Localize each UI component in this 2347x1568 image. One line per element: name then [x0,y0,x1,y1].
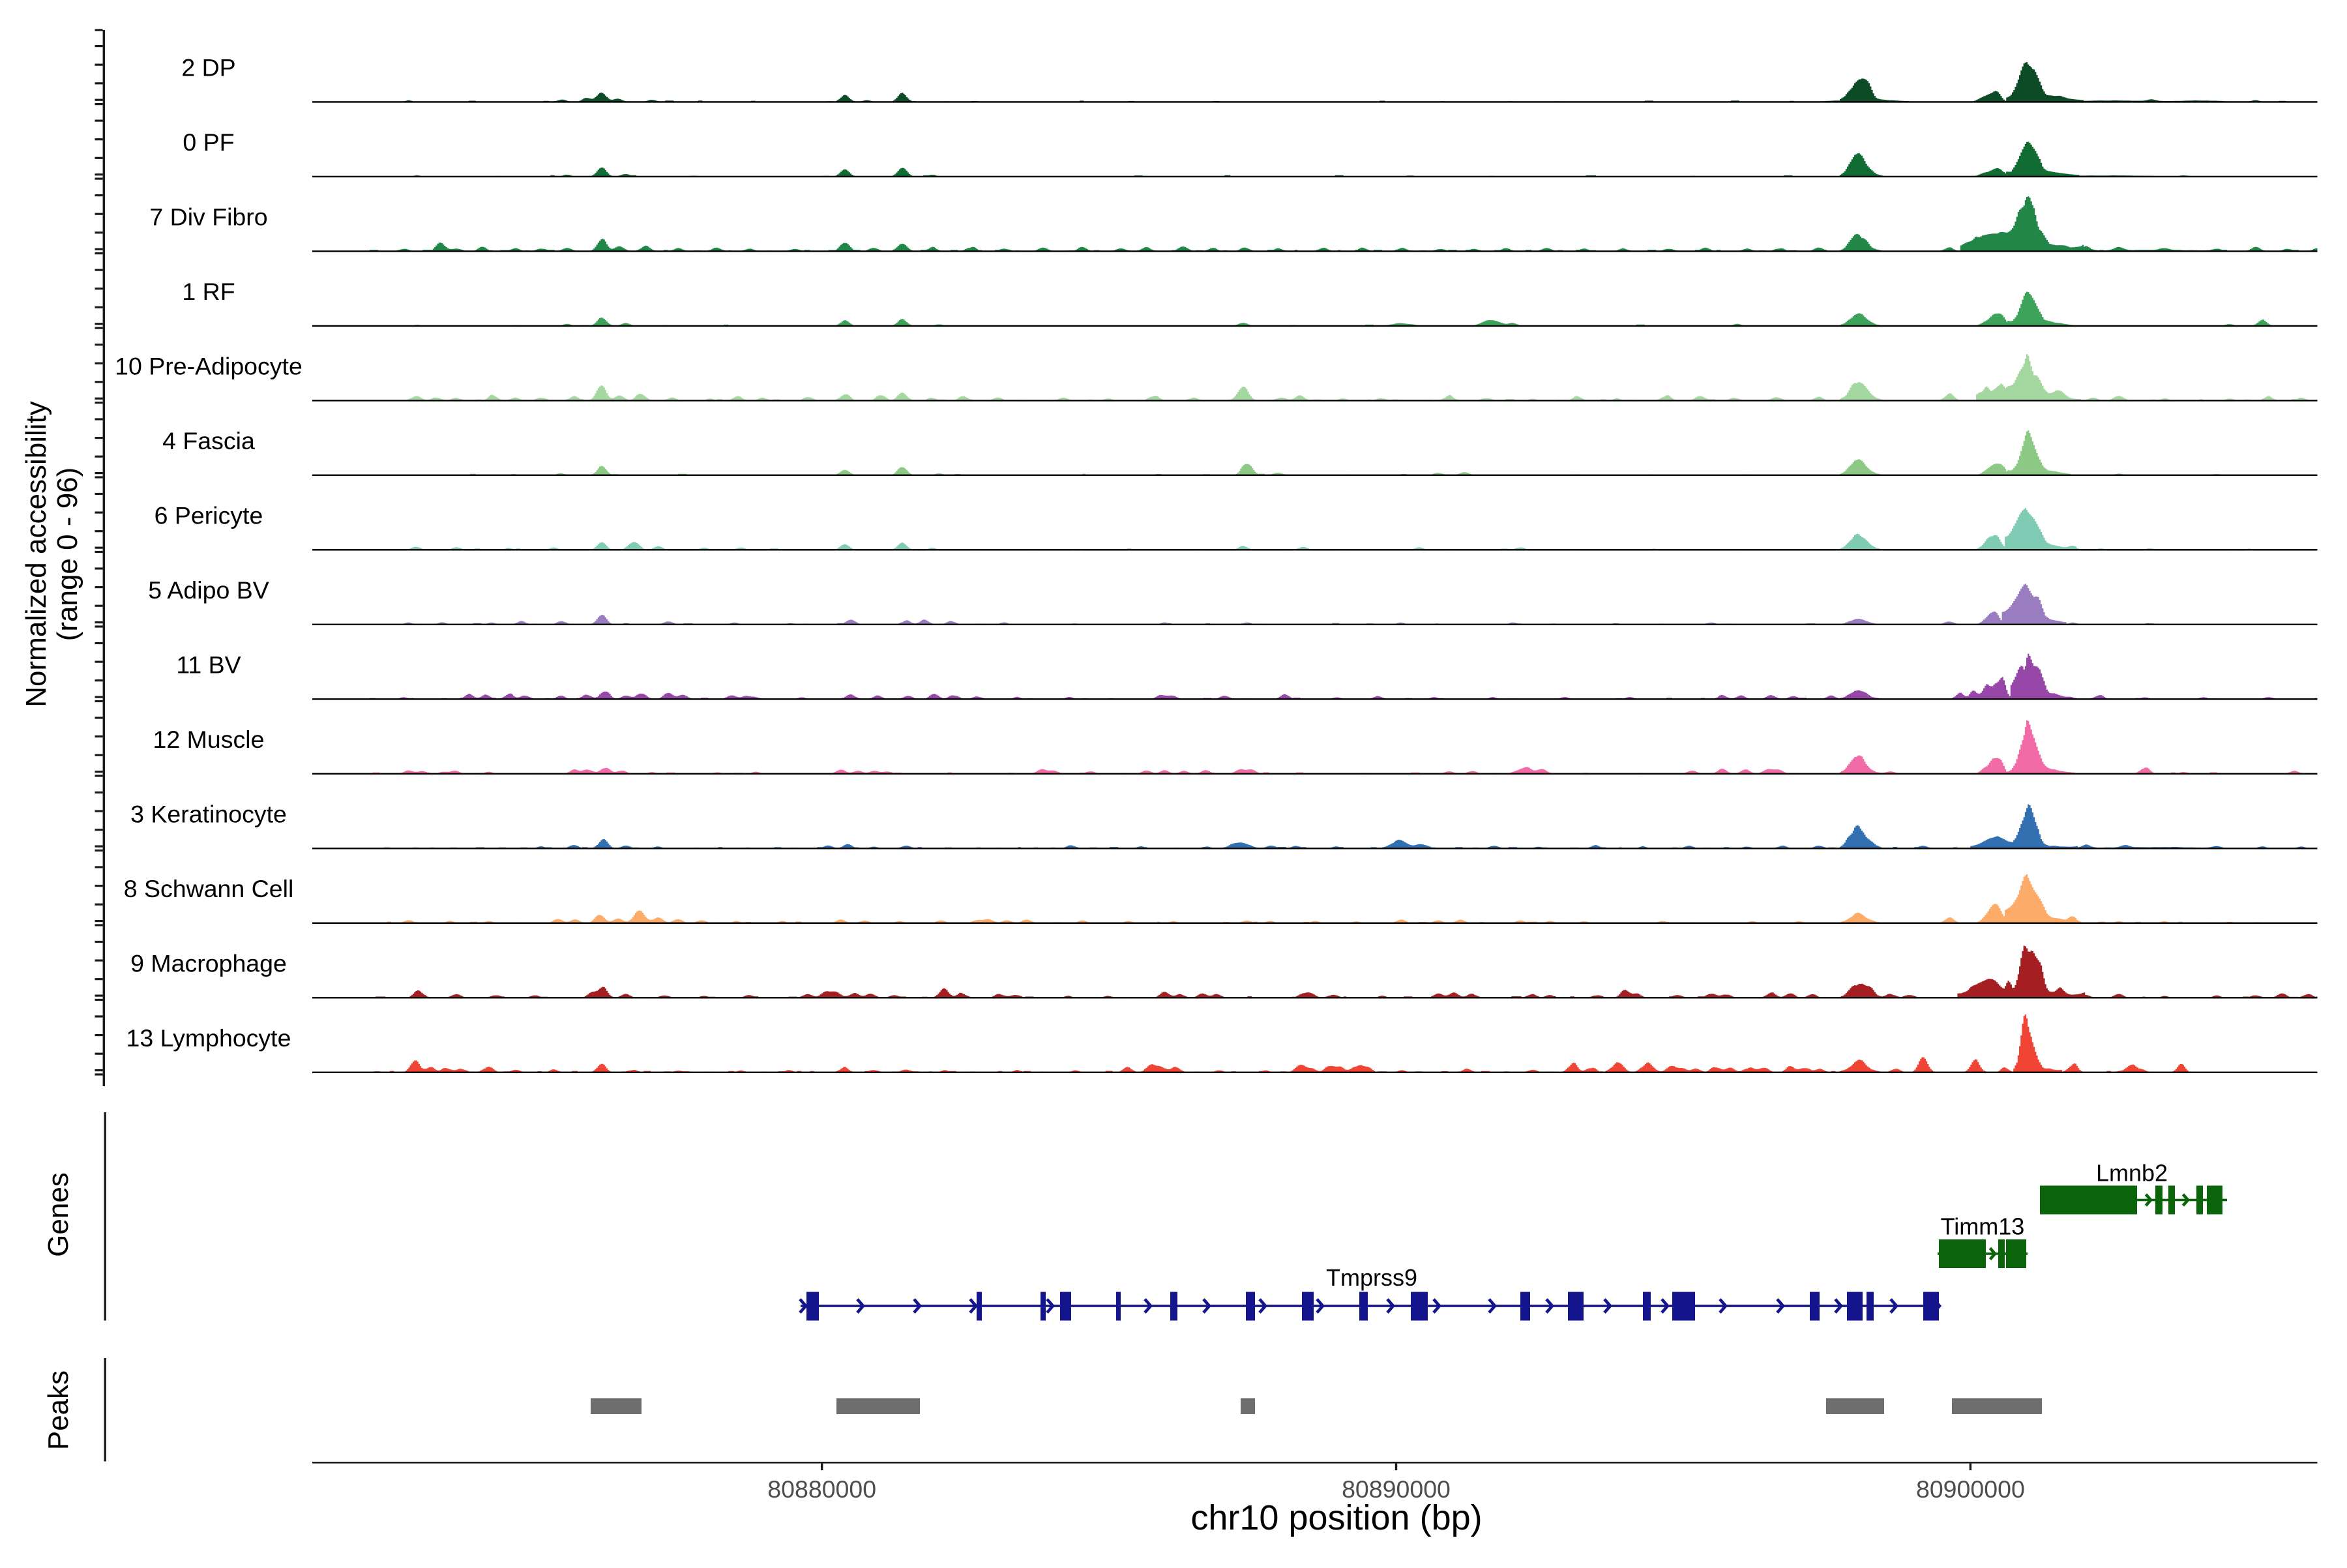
svg-text:7 Div Fibro: 7 Div Fibro [149,203,267,230]
svg-text:Timm13: Timm13 [1941,1213,2025,1240]
svg-text:Lmnb2: Lmnb2 [2096,1160,2168,1187]
svg-text:11 BV: 11 BV [176,651,241,678]
svg-text:12 Muscle: 12 Muscle [153,726,265,753]
svg-text:6 Pericyte: 6 Pericyte [155,501,263,529]
svg-text:10 Pre-Adipocyte: 10 Pre-Adipocyte [115,352,303,379]
svg-text:1 RF: 1 RF [182,278,235,305]
svg-text:4 Fascia: 4 Fascia [162,427,255,454]
svg-text:80900000: 80900000 [1916,1475,2025,1503]
svg-text:9 Macrophage: 9 Macrophage [130,949,287,977]
svg-text:8 Schwann Cell: 8 Schwann Cell [124,875,294,902]
svg-text:Genes: Genes [42,1172,74,1257]
svg-text:Normalized accessibility: Normalized accessibility [20,401,52,707]
svg-text:3 Keratinocyte: 3 Keratinocyte [130,800,287,827]
svg-text:Tmprss9: Tmprss9 [1326,1264,1417,1291]
svg-text:chr10 position (bp): chr10 position (bp) [1190,1498,1482,1537]
svg-text:80880000: 80880000 [767,1475,876,1503]
svg-text:2 DP: 2 DP [181,53,235,81]
svg-text:80890000: 80890000 [1342,1475,1451,1503]
svg-text:5 Adipo BV: 5 Adipo BV [148,576,269,604]
svg-text:0 PF: 0 PF [183,128,234,156]
svg-text:Peaks: Peaks [42,1370,74,1450]
svg-text:13 Lymphocyte: 13 Lymphocyte [126,1024,291,1052]
svg-text:(range 0 - 96): (range 0 - 96) [52,467,83,642]
